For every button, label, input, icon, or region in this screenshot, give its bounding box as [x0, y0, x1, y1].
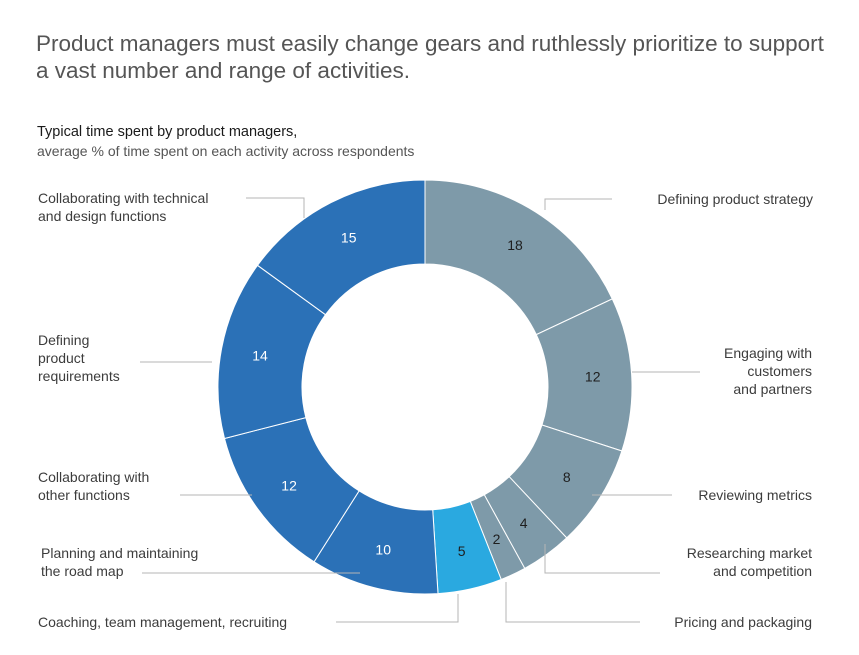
category-label-engaging-with-customers-and-partners: Engaging with customers and partners: [724, 345, 812, 397]
headline: Product managers must easily change gear…: [36, 31, 824, 83]
category-label-reviewing-metrics: Reviewing metrics: [698, 487, 812, 503]
leader-line-researching-market-and-competition: [544, 544, 660, 574]
leader-line-collaborating-with-technical-and-design-functions: [246, 197, 305, 218]
category-label-collaborating-with-technical-and-design-functions: Collaborating with technical and design f…: [38, 190, 208, 224]
slice-collaborating-with-technical-and-design-functions: [256, 179, 426, 316]
category-label-coaching-team-management-recruiting: Coaching, team management, recruiting: [38, 614, 287, 630]
value-label-reviewing-metrics: 8: [563, 469, 571, 485]
value-label-pricing-and-packaging: 2: [493, 531, 501, 547]
category-label-collaborating-with-other-functions: Collaborating with other functions: [38, 469, 149, 503]
value-label-researching-market-and-competition: 4: [520, 515, 528, 531]
category-label-defining-product-strategy: Defining product strategy: [657, 191, 813, 207]
leader-line-pricing-and-packaging: [505, 582, 640, 623]
value-label-collaborating-with-technical-and-design-functions: 15: [341, 229, 357, 245]
value-label-defining-product-strategy: 18: [507, 237, 523, 253]
category-label-planning-and-maintaining-the-road-map: Planning and maintaining the road map: [41, 545, 198, 579]
chart-title: Typical time spent by product managers,: [37, 124, 298, 140]
leader-line-coaching-team-management-recruiting: [336, 594, 459, 623]
chart-subtitle: average % of time spent on each activity…: [37, 143, 415, 159]
leader-line-defining-product-strategy: [544, 198, 612, 210]
category-label-researching-market-and-competition: Researching market and competition: [687, 545, 812, 579]
donut-hole: [302, 264, 548, 510]
value-label-planning-and-maintaining-the-road-map: 10: [375, 542, 391, 558]
value-label-collaborating-with-other-functions: 12: [281, 478, 297, 494]
category-label-pricing-and-packaging: Pricing and packaging: [674, 614, 812, 630]
category-label-defining-product-requirements: Defining product requirements: [38, 332, 120, 384]
value-label-defining-product-requirements: 14: [252, 348, 268, 364]
value-label-engaging-with-customers-and-partners: 12: [585, 369, 601, 385]
value-label-coaching-team-management-recruiting: 5: [458, 543, 466, 559]
